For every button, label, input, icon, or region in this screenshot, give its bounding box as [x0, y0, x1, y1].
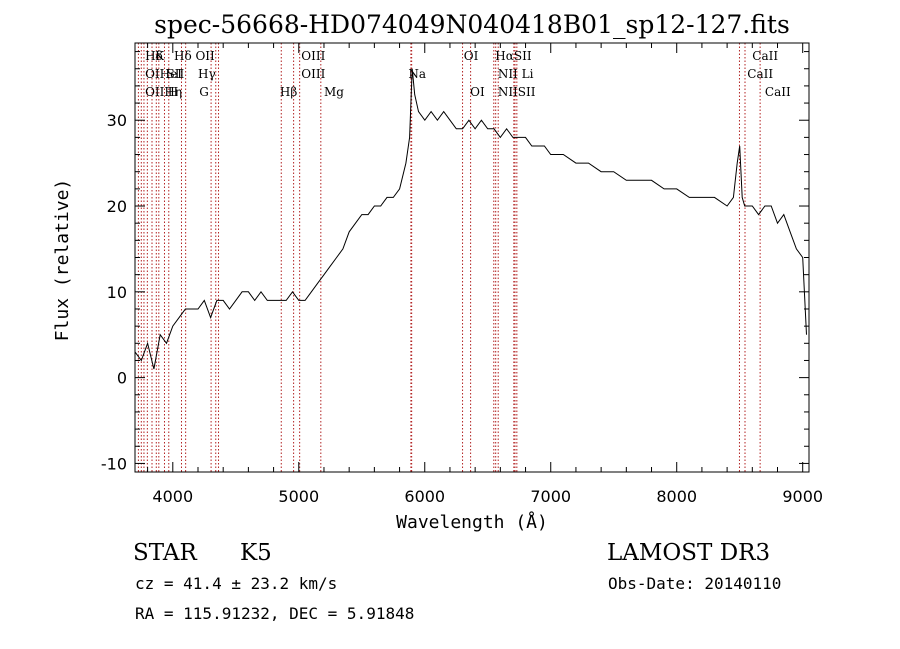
line-label-4: OIII: [301, 49, 325, 63]
x-tick-label-6000: 6000: [404, 487, 445, 506]
radec-info: RA = 115.91232, DEC = 5.91848: [135, 604, 414, 623]
line-label-22: CaII: [765, 85, 791, 99]
x-tick-label-5000: 5000: [278, 487, 319, 506]
line-label-10: Hγ: [198, 67, 216, 81]
line-label-19: Mg: [324, 85, 344, 99]
y-tick-label-30: 30: [107, 111, 127, 130]
line-label-9: SII: [166, 67, 184, 81]
obs-date: Obs-Date: 20140110: [608, 574, 781, 593]
y-tick-label-10: 10: [107, 283, 127, 302]
x-tick-label-4000: 4000: [152, 487, 193, 506]
y-tick-label-20: 20: [107, 197, 127, 216]
x-tick-label-7000: 7000: [530, 487, 571, 506]
line-label-14: CaII: [747, 67, 773, 81]
y-tick-label--10: -10: [101, 454, 127, 473]
line-label-15: OIIHη: [145, 85, 182, 99]
x-tick-label-8000: 8000: [656, 487, 697, 506]
line-label-3: OII: [195, 49, 215, 63]
line-label-2: Hδ: [174, 49, 192, 63]
line-label-16: H: [168, 85, 178, 99]
x-axis-label: Wavelength (Å): [396, 511, 548, 533]
y-axis: -10 0 10 20 30: [101, 51, 809, 473]
line-label-21: NIISII: [498, 85, 536, 99]
x-tick-label-9000: 9000: [782, 487, 823, 506]
plot-frame: [134, 42, 810, 473]
line-label-1: K: [155, 49, 165, 63]
y-tick-label-0: 0: [117, 369, 127, 388]
line-markers: [137, 43, 761, 472]
y-axis-label: Flux (relative): [52, 179, 73, 342]
line-label-17: G: [199, 85, 209, 99]
line-label-18: Hβ: [280, 85, 297, 99]
line-label-13: NII Li: [498, 67, 534, 81]
line-label-0: Hδ: [145, 49, 163, 63]
line-label-8: OIHeI: [145, 67, 182, 81]
survey-name: LAMOST DR3: [607, 540, 770, 566]
line-label-11: OIII: [301, 67, 325, 81]
line-label-5: OI: [464, 49, 479, 63]
line-label-7: CaII: [752, 49, 778, 63]
object-subclass: K5: [240, 540, 272, 566]
chart-title: spec-56668-HD074049N040418B01_sp12-127.f…: [154, 10, 790, 39]
spectrum-series: [134, 68, 807, 370]
redshift-info: cz = 41.4 ± 23.2 km/s: [135, 574, 337, 593]
line-label-20: OI: [470, 85, 485, 99]
x-axis: 4000 5000 6000 7000 8000 9000: [147, 43, 823, 506]
line-label-12: Na: [408, 67, 426, 81]
object-class: STAR: [133, 540, 197, 566]
line-label-6: HαSII: [495, 49, 532, 63]
